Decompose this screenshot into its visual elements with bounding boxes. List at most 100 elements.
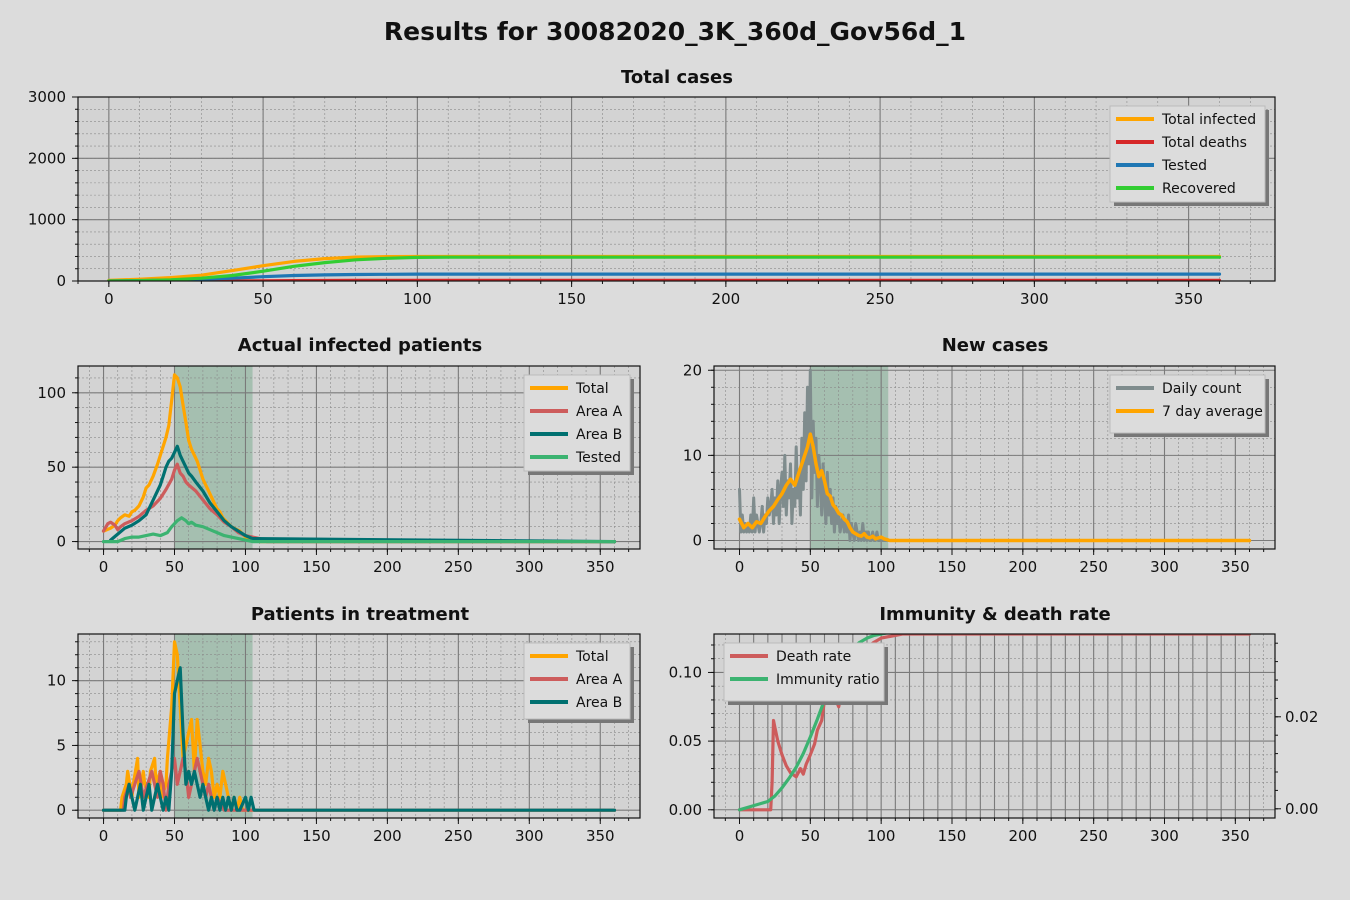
treatment-x-tick-label: 100	[231, 827, 260, 845]
immunity-y-tick-label: 0.05	[669, 732, 702, 750]
immunity-legend-label-0: Death rate	[776, 649, 851, 665]
total-legend-label-1: Total deaths	[1161, 135, 1247, 151]
treatment-legend-label-1: Area A	[576, 672, 623, 688]
immunity-x-tick-label: 50	[801, 827, 820, 845]
treatment-y-tick-label: 5	[56, 736, 66, 754]
actual-legend-label-0: Total	[575, 381, 609, 397]
actual-plot-area: 0 50 100 150 200 250 300 350 0 50 100 Total Area A Ar…	[37, 365, 641, 576]
immunity-x-tick-label: 200	[1009, 827, 1038, 845]
actual-series-line-2	[108, 444, 617, 544]
actual-x-tick-label: 100	[231, 558, 260, 576]
treatment-y-tick-label: 10	[47, 672, 66, 690]
actual-y-tick-label: 0	[56, 533, 66, 551]
newcases-series-group	[737, 368, 1252, 543]
total-x-axis: 0 50 100 150 200 250 300 350	[77, 281, 1251, 308]
treatment-title: Patients in treatment	[251, 604, 470, 625]
total-legend-label-2: Tested	[1161, 158, 1207, 174]
total-series-line-3	[107, 255, 1222, 281]
actual-x-tick-label: 250	[444, 558, 473, 576]
actual-infected-title: Actual infected patients	[238, 335, 482, 356]
total-plot-area: 0 50 100 150 200 250 300 350 0 1000 2000 3000 Total …	[28, 88, 1276, 308]
immunity-legend-box	[723, 642, 885, 702]
total-y-axis: 0 1000 2000 3000	[28, 88, 78, 290]
newcases-legend-label-1: 7 day average	[1162, 404, 1263, 420]
newcases-x-tick-label: 250	[1079, 558, 1108, 576]
newcases-legend-label-0: Daily count	[1162, 381, 1242, 397]
newcases-legend-box	[1109, 374, 1266, 434]
actual-y-axis: 0 50 100	[37, 377, 78, 551]
total-frame	[77, 96, 1276, 282]
newcases-x-tick-label: 50	[801, 558, 820, 576]
total-y-tick-label: 3000	[28, 88, 66, 106]
total-x-tick-label: 150	[557, 290, 586, 308]
actual-y-tick-label: 100	[37, 384, 66, 402]
immunity-plot-area: 0 50 100 150 200 250 300 3500.000.050.100.000.0…	[669, 633, 1318, 845]
new-cases-title: New cases	[942, 335, 1049, 356]
actual-legend-label-3: Tested	[575, 450, 621, 466]
newcases-x-tick-label: 350	[1221, 558, 1250, 576]
total-axes-background	[78, 97, 1275, 281]
actual-x-tick-label: 300	[515, 558, 544, 576]
actual-y-tick-label: 50	[47, 458, 66, 476]
immunity-legend: Death rate Immunity ratio	[723, 642, 888, 705]
newcases-y-axis: 0 10 20	[683, 361, 714, 549]
actual-x-tick-label: 0	[99, 558, 109, 576]
total-cases-title: Total cases	[621, 67, 733, 88]
treatment-x-tick-label: 250	[444, 827, 473, 845]
newcases-x-tick-label: 300	[1150, 558, 1179, 576]
immunity-legend-label-1: Immunity ratio	[776, 672, 880, 688]
treatment-x-tick-label: 350	[586, 827, 615, 845]
total-y-tick-label: 1000	[28, 211, 66, 229]
newcases-x-tick-label: 150	[938, 558, 967, 576]
treatment-x-axis: 0 50 100 150 200 250 300 350	[88, 818, 630, 845]
immunity-x-tick-label: 0	[735, 827, 745, 845]
total-x-tick-label: 0	[104, 290, 114, 308]
immunity-y2-axis: 0.00 0.02	[1275, 642, 1318, 818]
newcases-x-tick-label: 200	[1009, 558, 1038, 576]
total-legend-label-0: Total infected	[1161, 112, 1256, 128]
total-x-tick-label: 300	[1020, 290, 1049, 308]
newcases-x-tick-label: 100	[867, 558, 896, 576]
total-x-tick-label: 200	[712, 290, 741, 308]
immunity-y-tick-label: 0.10	[669, 663, 702, 681]
immunity-x-axis: 0 50 100 150 200 250 300 350	[724, 818, 1265, 845]
actual-x-tick-label: 200	[373, 558, 402, 576]
treatment-series-line-1	[101, 756, 617, 812]
newcases-series-line-1	[737, 432, 1252, 543]
total-y-tick-label: 2000	[28, 149, 66, 167]
actual-x-tick-label: 50	[165, 558, 184, 576]
immunity-x-tick-label: 300	[1150, 827, 1179, 845]
actual-legend-label-2: Area B	[576, 427, 622, 443]
treatment-x-tick-label: 300	[515, 827, 544, 845]
actual-legend: Total Area A Area B Tested	[523, 374, 634, 475]
treatment-legend-label-2: Area B	[576, 695, 622, 711]
treatment-series-line-2	[101, 666, 617, 812]
newcases-y-tick-label: 0	[692, 531, 702, 549]
immunity-y-axis: 0.00 0.05 0.10	[669, 644, 714, 819]
actual-legend-label-1: Area A	[576, 404, 623, 420]
immunity-y2-tick-label: 0.02	[1285, 708, 1318, 726]
new-cases-panel: New cases 0 50 100 150 200 250 300 350 0 10 20 Dail…	[683, 335, 1276, 576]
immunity-panel: Immunity & death rate 0 50 100 150 200 250 300…	[669, 604, 1319, 845]
total-y-tick-label: 0	[56, 272, 66, 290]
total-legend-label-3: Recovered	[1162, 181, 1236, 197]
treatment-legend-label-0: Total	[575, 649, 609, 665]
actual-x-tick-label: 350	[586, 558, 615, 576]
treatment-plot-area: 0 50 100 150 200 250 300 350 0 5 10 Total Area A Area…	[47, 633, 641, 845]
treatment-x-tick-label: 200	[373, 827, 402, 845]
immunity-y-tick-label: 0.00	[669, 801, 702, 819]
total-x-tick-label: 250	[866, 290, 895, 308]
treatment-x-tick-label: 150	[302, 827, 331, 845]
treatment-y-tick-label: 0	[56, 801, 66, 819]
total-x-tick-label: 50	[254, 290, 273, 308]
total-cases-panel: Total cases 0 50 100 150 200 250 300 350 0 1000 20…	[28, 67, 1276, 308]
newcases-y-tick-label: 20	[683, 361, 702, 379]
treatment-x-tick-label: 0	[99, 827, 109, 845]
newcases-y-tick-label: 10	[683, 446, 702, 464]
figure-title: Results for 30082020_3K_360d_Gov56d_1	[384, 17, 966, 46]
treatment-series-group	[101, 640, 617, 812]
immunity-x-tick-label: 150	[938, 827, 967, 845]
actual-series-line-3	[101, 516, 617, 544]
immunity-x-tick-label: 100	[867, 827, 896, 845]
